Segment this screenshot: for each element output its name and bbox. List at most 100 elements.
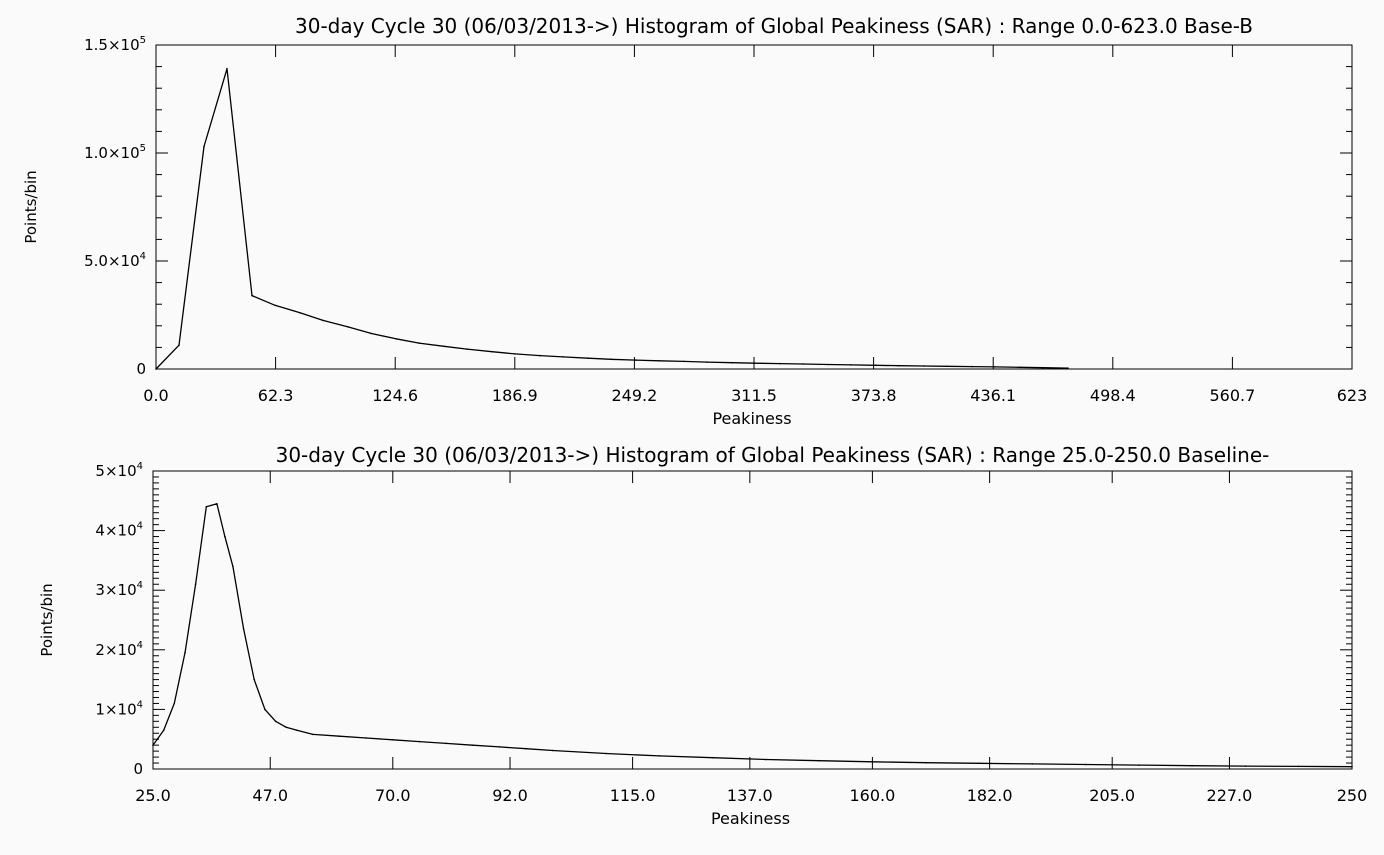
data-point xyxy=(898,364,900,367)
data-point xyxy=(754,362,756,365)
data-point xyxy=(264,708,266,711)
chart-title: 30-day Cycle 30 (06/03/2013->) Histogram… xyxy=(276,443,1270,467)
data-point xyxy=(338,735,341,737)
data-point xyxy=(525,747,527,750)
x-tick-label: 62.3 xyxy=(258,386,294,405)
x-tick-label: 498.4 xyxy=(1090,386,1136,405)
x-tick-label: 249.2 xyxy=(611,386,657,405)
data-point xyxy=(242,628,245,630)
data-point xyxy=(232,565,234,568)
data-point xyxy=(491,350,493,353)
x-tick-label: 70.0 xyxy=(375,786,411,805)
y-tick-label-base: 1.5×10 xyxy=(84,36,140,54)
x-tick-label: 373.8 xyxy=(851,386,897,405)
data-point xyxy=(635,359,637,361)
y-tick-label-base: 3×10 xyxy=(95,581,136,599)
data-point xyxy=(347,326,349,328)
data-point xyxy=(514,353,516,355)
chart-panel-full-range: 30-day Cycle 30 (06/03/2013->) Histogram… xyxy=(22,14,1367,428)
data-point xyxy=(850,364,852,366)
x-axis-label: Peakiness xyxy=(711,809,790,828)
data-point xyxy=(971,365,973,368)
data-point xyxy=(1244,765,1247,767)
data-point xyxy=(1084,763,1087,766)
data-point xyxy=(498,746,501,748)
data-point xyxy=(731,361,733,364)
data-point xyxy=(370,332,372,335)
data-point xyxy=(978,762,980,765)
data-point xyxy=(1067,367,1069,369)
data-point xyxy=(251,294,253,297)
data-point xyxy=(274,720,277,723)
data-point xyxy=(395,338,397,340)
data-point xyxy=(418,740,421,743)
data-point xyxy=(1019,366,1021,369)
x-tick-label: 182.0 xyxy=(967,786,1013,805)
x-tick-label: 186.9 xyxy=(492,386,538,405)
data-point xyxy=(205,506,208,508)
x-tick-label: 311.5 xyxy=(731,386,777,405)
data-point xyxy=(818,759,820,762)
series-line xyxy=(155,68,1068,370)
chart-title: 30-day Cycle 30 (06/03/2013->) Histogram… xyxy=(295,14,1253,38)
data-point xyxy=(184,652,186,654)
data-point xyxy=(1138,764,1140,766)
data-point xyxy=(152,744,154,746)
data-point xyxy=(539,354,541,357)
data-point xyxy=(765,758,767,761)
data-point xyxy=(1297,765,1300,768)
data-point xyxy=(471,744,474,746)
y-tick-label: 5×104 xyxy=(95,461,143,480)
data-point xyxy=(1351,765,1353,768)
x-tick-label: 227.0 xyxy=(1207,786,1253,805)
chart-panel-zoom-range: 30-day Cycle 30 (06/03/2013->) Histogram… xyxy=(38,443,1367,828)
x-tick-label: 623 xyxy=(1337,386,1368,405)
y-tick-label-exponent: 5 xyxy=(140,143,146,154)
y-tick-label-exponent: 4 xyxy=(137,521,143,532)
data-point xyxy=(445,742,447,745)
y-tick-label: 1×104 xyxy=(95,699,143,718)
y-tick-label-exponent: 4 xyxy=(140,251,146,262)
data-point xyxy=(658,360,660,362)
data-point xyxy=(216,503,218,505)
data-point xyxy=(924,761,927,764)
x-tick-label: 47.0 xyxy=(252,786,288,805)
y-tick-label: 5.0×104 xyxy=(84,251,146,270)
x-tick-label: 160.0 xyxy=(849,786,895,805)
data-point xyxy=(871,761,874,763)
data-point xyxy=(683,360,685,363)
y-tick-label: 0 xyxy=(133,760,143,778)
y-tick-label-base: 1×10 xyxy=(95,700,136,718)
data-point xyxy=(658,755,660,757)
data-point xyxy=(178,344,180,347)
data-point xyxy=(994,366,996,368)
data-point xyxy=(226,68,228,70)
y-tick-label: 0 xyxy=(136,360,146,378)
y-tick-label-base: 5.0×10 xyxy=(84,252,140,270)
y-tick-label-exponent: 4 xyxy=(137,580,143,591)
data-point xyxy=(875,364,877,367)
data-point xyxy=(610,358,612,361)
data-point xyxy=(706,361,708,363)
y-tick-label-exponent: 4 xyxy=(137,699,143,710)
x-tick-label: 92.0 xyxy=(492,786,528,805)
y-tick-label-exponent: 5 xyxy=(140,35,146,46)
plot-frame xyxy=(152,470,1353,770)
data-point xyxy=(392,739,394,741)
y-tick-label-base: 5×10 xyxy=(95,462,136,480)
data-point xyxy=(296,729,298,732)
data-point xyxy=(923,365,925,367)
x-tick-label: 115.0 xyxy=(610,786,656,805)
y-tick-label-base: 1.0×10 xyxy=(84,144,140,162)
x-tick-label: 137.0 xyxy=(727,786,773,805)
data-point xyxy=(418,342,420,344)
data-point xyxy=(365,737,368,739)
x-tick-label: 25.0 xyxy=(135,786,171,805)
data-point xyxy=(203,145,205,148)
y-axis-label: Points/bin xyxy=(38,583,56,656)
plot-frame xyxy=(155,44,1353,370)
data-point xyxy=(711,756,714,759)
y-tick-label-base: 4×10 xyxy=(95,522,136,540)
